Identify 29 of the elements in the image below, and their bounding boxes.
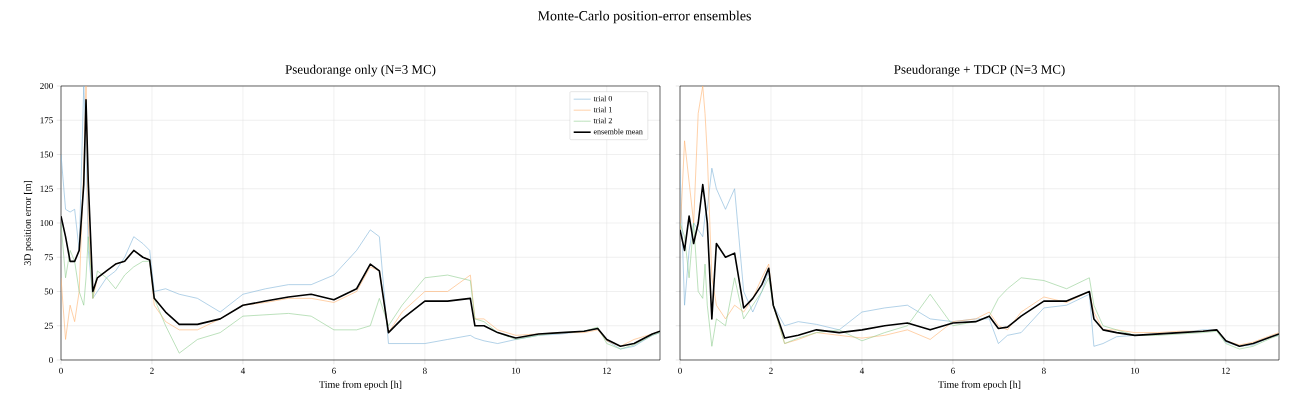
x-tick-label: 6 [332, 367, 336, 374]
x-tick-label: 12 [603, 367, 611, 374]
text: Monte-Carlo position-error ensembles [538, 10, 751, 24]
chart-title: Pseudorange only (N=3 MC) [285, 64, 436, 77]
x-axis-title: Time from epoch [h] [319, 380, 402, 390]
y-tick-label: 0 [49, 356, 53, 364]
x-tick-label: 4 [240, 367, 246, 374]
y-tick-label: 25 [44, 322, 53, 329]
x-tick-label: 8 [422, 367, 427, 374]
chart-title: Pseudorange + TDCP (N=3 MC) [894, 64, 1065, 77]
y-tick-label: 150 [40, 151, 53, 158]
y-tick-label: 200 [40, 82, 53, 90]
x-tick-label: 2 [769, 367, 773, 374]
x-tick-label: 10 [1131, 367, 1139, 374]
y-tick-label: 50 [44, 288, 53, 295]
x-tick-label: 8 [1041, 367, 1046, 374]
y-tick-label: 125 [40, 185, 53, 192]
x-tick-label: 12 [1222, 367, 1230, 374]
y-tick-label: 175 [40, 117, 53, 124]
x-tick-label: 4 [859, 367, 865, 374]
x-tick-label: 0 [678, 367, 682, 374]
x-axis-title: Time from epoch [h] [938, 380, 1021, 390]
x-tick-label: 6 [951, 367, 955, 374]
y-axis-title: 3D position error [m] [23, 180, 33, 266]
x-tick-label: 10 [512, 367, 520, 374]
x-tick-label: 2 [150, 367, 154, 374]
x-tick-label: 0 [59, 367, 63, 374]
y-tick-label: 100 [40, 219, 53, 227]
y-tick-label: 75 [44, 254, 53, 261]
